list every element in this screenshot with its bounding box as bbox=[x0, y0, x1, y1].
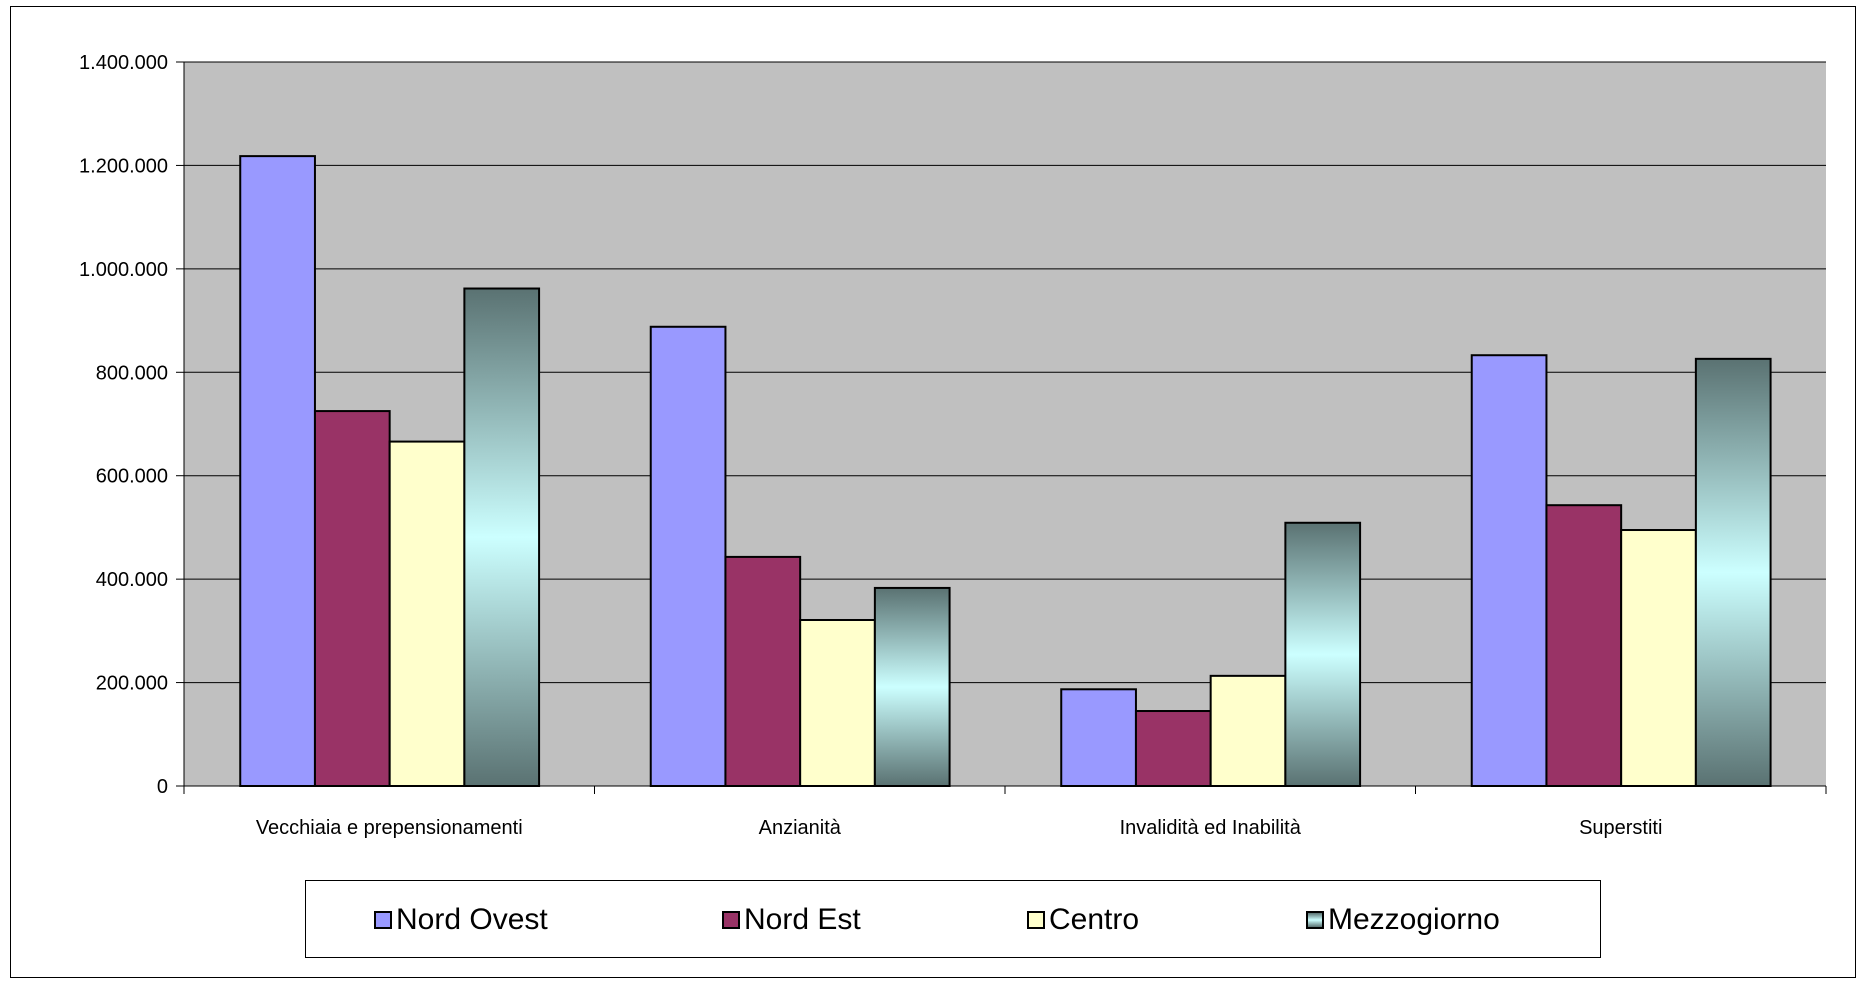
legend-label: Centro bbox=[1049, 903, 1140, 936]
legend-swatch-nord-ovest bbox=[374, 911, 392, 929]
bar bbox=[1284, 521, 1362, 787]
bar bbox=[873, 586, 951, 787]
category-label: Superstiti bbox=[1579, 817, 1662, 839]
bar bbox=[1134, 710, 1212, 787]
category-label: Anzianità bbox=[759, 817, 842, 839]
legend-item-nord-ovest: Nord Ovest bbox=[374, 881, 548, 959]
y-tick-label: 1.000.000 bbox=[79, 259, 168, 281]
legend-label: Nord Est bbox=[744, 903, 861, 936]
bar bbox=[649, 325, 727, 787]
bar bbox=[1470, 354, 1548, 787]
y-tick-label: 0 bbox=[157, 776, 168, 798]
legend-item-nord-est: Nord Est bbox=[722, 881, 861, 959]
bar bbox=[1694, 357, 1772, 787]
bar bbox=[1209, 674, 1287, 787]
legend-label: Nord Ovest bbox=[396, 903, 548, 936]
legend-item-centro: Centro bbox=[1027, 881, 1139, 959]
legend-swatch-nord-est bbox=[722, 911, 740, 929]
category-label: Vecchiaia e prepensionamenti bbox=[256, 817, 523, 839]
bar bbox=[313, 410, 391, 787]
y-tick-label: 800.000 bbox=[96, 362, 168, 384]
y-tick-label: 1.400.000 bbox=[79, 52, 168, 74]
legend-swatch-centro bbox=[1027, 911, 1045, 929]
y-tick-labels: 0 200.000 400.000 600.000 800.000 1.000.000 1.… bbox=[79, 52, 168, 798]
bar bbox=[1060, 688, 1137, 788]
legend-label: Mezzogiorno bbox=[1328, 903, 1500, 936]
y-tick-label: 1.200.000 bbox=[79, 155, 168, 177]
bar bbox=[239, 155, 316, 787]
legend-swatch-mezzogiorno bbox=[1306, 911, 1324, 929]
category-label: Invalidità ed Inabilità bbox=[1120, 817, 1302, 839]
bar bbox=[1620, 529, 1697, 787]
bar bbox=[463, 287, 541, 787]
bar bbox=[724, 555, 802, 787]
category-labels: Vecchiaia e prepensionamenti Anzianità Inv… bbox=[256, 817, 1663, 839]
y-tick-label: 400.000 bbox=[96, 569, 168, 591]
legend: Nord Ovest Nord Est Centro Mezzogiorno bbox=[305, 880, 1601, 958]
bar bbox=[799, 618, 876, 787]
legend-item-mezzogiorno: Mezzogiorno bbox=[1306, 881, 1500, 959]
bar bbox=[1545, 504, 1623, 787]
bar bbox=[388, 440, 466, 787]
y-tick-label: 200.000 bbox=[96, 673, 168, 695]
axes bbox=[176, 61, 1827, 794]
y-tick-label: 600.000 bbox=[96, 466, 168, 488]
